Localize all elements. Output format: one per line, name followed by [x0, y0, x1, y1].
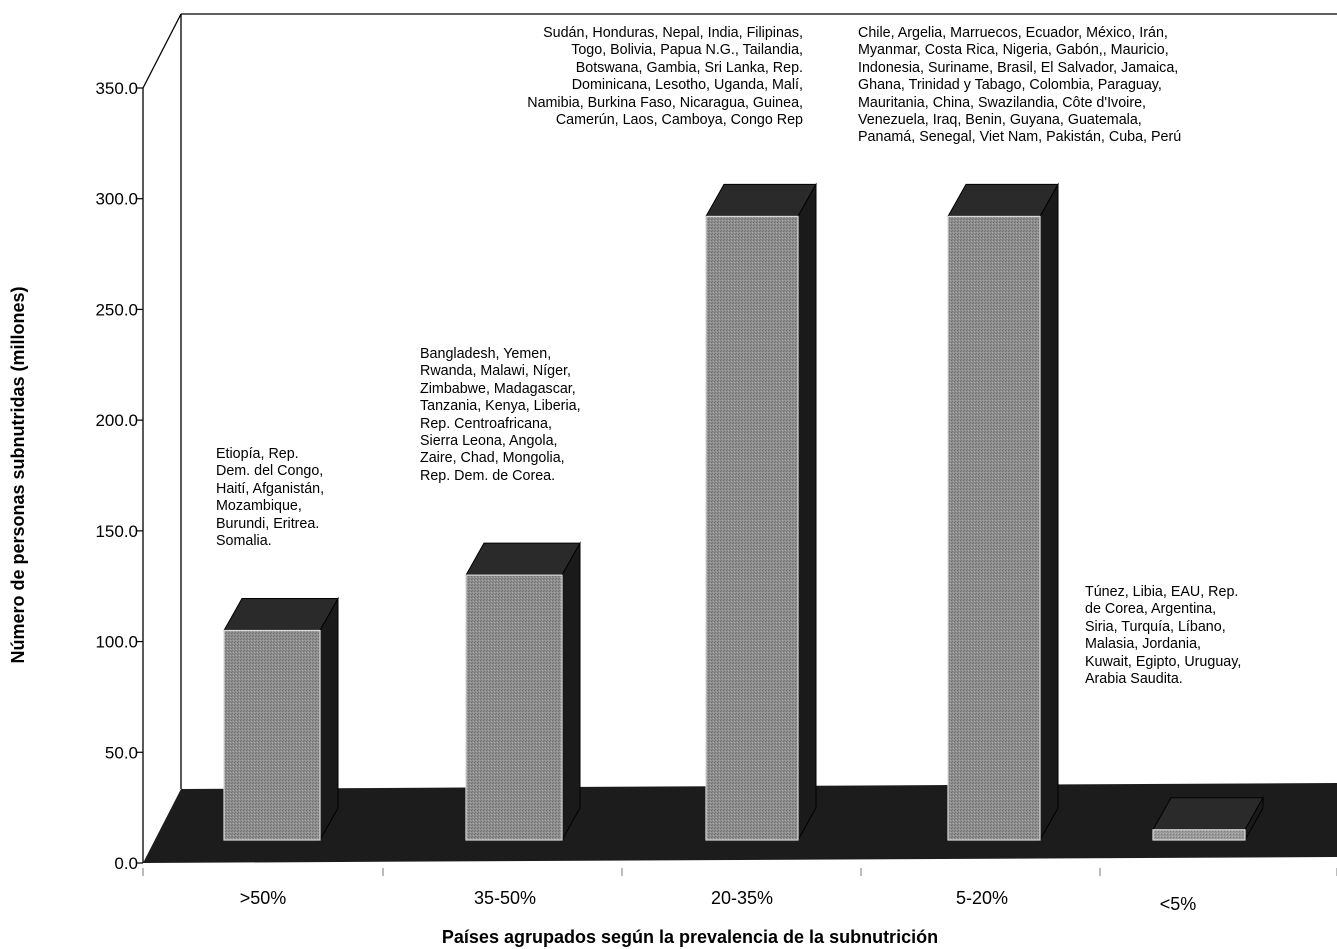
- annotation-20-35: Sudán, Honduras, Nepal, India, Filipinas…: [527, 25, 803, 129]
- annotation-line: Mauritania, China, Swazilandia, Côte d'I…: [858, 95, 1181, 112]
- annotation-line: Chile, Argelia, Marruecos, Ecuador, Méxi…: [858, 25, 1181, 42]
- annotation-line: Togo, Bolivia, Papua N.G., Tailandia,: [527, 42, 803, 59]
- x-category-label: >50%: [240, 888, 287, 908]
- bar-front-face: [466, 575, 562, 840]
- annotation-line: Etiopía, Rep.: [216, 446, 324, 463]
- annotation-line: Rep. Dem. de Corea.: [420, 468, 581, 485]
- annotation-line: Venezuela, Iraq, Benin, Guyana, Guatemal…: [858, 112, 1181, 129]
- annotation-line: Zimbabwe, Madagascar,: [420, 381, 581, 398]
- annotation-line: Dem. del Congo,: [216, 463, 324, 480]
- side-wall-top-edge: [143, 14, 181, 88]
- annotation-line: Indonesia, Suriname, Brasil, El Salvador…: [858, 60, 1181, 77]
- y-tick-label: 250.0: [95, 300, 138, 319]
- y-tick-label: 300.0: [95, 190, 138, 209]
- y-axis-title: Número de personas subnutridas (millones…: [8, 286, 28, 663]
- annotation-35-50: Bangladesh, Yemen, Rwanda, Malawi, Níger,…: [420, 346, 581, 485]
- annotation-line: Namibia, Burkina Faso, Nicaragua, Guinea…: [527, 95, 803, 112]
- annotation-line: Ghana, Trinidad y Tabago, Colombia, Para…: [858, 77, 1181, 94]
- bar-1: [224, 598, 338, 840]
- x-axis-title: Países agrupados según la prevalencia de…: [442, 927, 938, 947]
- bar-side-face: [562, 543, 580, 840]
- bar-top-face: [224, 598, 338, 630]
- annotation-lt5: Túnez, Libia, EAU, Rep. de Corea, Argenti…: [1085, 584, 1241, 688]
- annotation-line: Sudán, Honduras, Nepal, India, Filipinas…: [527, 25, 803, 42]
- y-tick-label: 0.0: [114, 854, 138, 873]
- annotation-line: Túnez, Libia, EAU, Rep.: [1085, 584, 1241, 601]
- bar-side-face: [320, 598, 338, 840]
- bar-front-face: [706, 216, 798, 840]
- annotation-gt50: Etiopía, Rep. Dem. del Congo, Haití, Afgan…: [216, 446, 324, 550]
- annotation-line: Burundi, Eritrea.: [216, 516, 324, 533]
- bar-top-face: [1153, 798, 1263, 830]
- bar-side-face: [798, 184, 816, 840]
- annotation-line: Siria, Turquía, Líbano,: [1085, 619, 1241, 636]
- x-category-label: 20-35%: [711, 888, 773, 908]
- bar-3: [706, 184, 816, 840]
- annotation-line: Myanmar, Costa Rica, Nigeria, Gabón,, Ma…: [858, 42, 1181, 59]
- annotation-line: Camerún, Laos, Camboya, Congo Rep: [527, 112, 803, 129]
- bar-4: [948, 184, 1058, 840]
- annotation-line: Arabia Saudita.: [1085, 671, 1241, 688]
- bar-front-face: [224, 630, 320, 840]
- annotation-line: Tanzania, Kenya, Liberia,: [420, 398, 581, 415]
- annotation-line: Botswana, Gambia, Sri Lanka, Rep.: [527, 60, 803, 77]
- y-tick-label: 100.0: [95, 633, 138, 652]
- x-category-label: 35-50%: [474, 888, 536, 908]
- annotation-line: de Corea, Argentina,: [1085, 601, 1241, 618]
- bar-side-face: [1040, 184, 1058, 840]
- annotation-line: Sierra Leona, Angola,: [420, 433, 581, 450]
- annotation-line: Mozambique,: [216, 498, 324, 515]
- x-category-label: 5-20%: [956, 888, 1008, 908]
- bar-series: [224, 184, 1263, 840]
- bar-front-face: [1153, 830, 1245, 840]
- bar-top-face: [948, 184, 1058, 216]
- x-category-label: <5%: [1160, 894, 1197, 914]
- bar-top-face: [706, 184, 816, 216]
- annotation-line: Panamá, Senegal, Viet Nam, Pakistán, Cub…: [858, 129, 1181, 146]
- y-tick-label: 150.0: [95, 522, 138, 541]
- annotation-line: Haití, Afganistán,: [216, 481, 324, 498]
- bar-top-face: [466, 543, 580, 575]
- bar-5: [1153, 798, 1263, 840]
- y-tick-label: 50.0: [105, 743, 138, 762]
- x-axis-categories: >50% 35-50% 20-35% 5-20% <5%: [143, 868, 1337, 914]
- annotation-line: Somalia.: [216, 533, 324, 550]
- y-tick-label: 200.0: [95, 411, 138, 430]
- annotation-line: Zaire, Chad, Mongolia,: [420, 450, 581, 467]
- bar-front-face: [948, 216, 1040, 840]
- annotation-line: Malasia, Jordania,: [1085, 636, 1241, 653]
- annotation-line: Kuwait, Egipto, Uruguay,: [1085, 654, 1241, 671]
- annotation-5-20: Chile, Argelia, Marruecos, Ecuador, Méxi…: [858, 25, 1181, 147]
- annotation-line: Bangladesh, Yemen,: [420, 346, 581, 363]
- annotation-line: Dominicana, Lesotho, Uganda, Malí,: [527, 77, 803, 94]
- annotation-line: Rwanda, Malawi, Níger,: [420, 363, 581, 380]
- y-tick-label: 350.0: [95, 79, 138, 98]
- annotation-line: Rep. Centroafricana,: [420, 416, 581, 433]
- y-axis-ticks: 0.0 50.0 100.0 150.0 200.0 250.0 300.0 350.0: [95, 79, 143, 873]
- bar-2: [466, 543, 580, 840]
